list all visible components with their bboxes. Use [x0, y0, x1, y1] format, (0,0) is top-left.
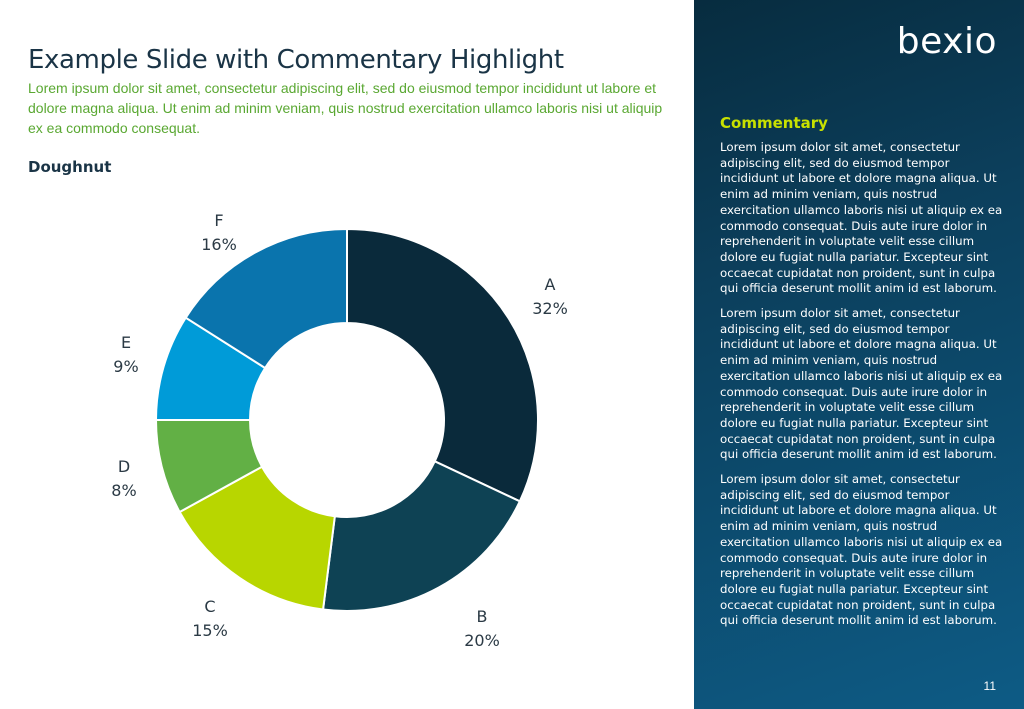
slide-title: Example Slide with Commentary Highlight — [28, 45, 564, 75]
slice-value-label-e: 9% — [113, 357, 138, 376]
doughnut-chart: A 32% B 20% C 15% D 8% E 9% F 16% — [0, 180, 690, 650]
slice-value-label-f: 16% — [201, 235, 237, 254]
doughnut-chart-svg: A 32% B 20% C 15% D 8% E 9% F 16% — [111, 211, 568, 650]
slice-label-c: C — [204, 597, 215, 616]
commentary-paragraph: Lorem ipsum dolor sit amet, consectetur … — [720, 472, 1003, 628]
doughnut-slice-b — [321, 459, 522, 612]
slice-value-label-a: 32% — [532, 299, 568, 318]
chart-heading: Doughnut — [28, 158, 112, 176]
slice-label-e: E — [121, 333, 131, 352]
page-number: 11 — [983, 679, 996, 693]
slice-label-a: A — [545, 275, 556, 294]
commentary-body: Lorem ipsum dolor sit amet, consectetur … — [720, 140, 1010, 638]
slice-label-d: D — [118, 457, 130, 476]
doughnut-slice-a — [346, 227, 539, 503]
slide-subtitle: Lorem ipsum dolor sit amet, consectetur … — [28, 80, 663, 136]
commentary-paragraph: Lorem ipsum dolor sit amet, consectetur … — [720, 140, 1003, 296]
slice-label-f: F — [214, 211, 223, 230]
doughnut-slice-f — [184, 227, 348, 370]
slice-value-label-b: 20% — [464, 631, 500, 650]
commentary-panel: bexio Commentary Lorem ipsum dolor sit a… — [694, 0, 1024, 709]
commentary-paragraph: Lorem ipsum dolor sit amet, consectetur … — [720, 306, 1003, 462]
bexio-logo: bexio — [896, 21, 997, 62]
slice-value-label-d: 8% — [111, 481, 136, 500]
slice-value-label-c: 15% — [192, 621, 228, 640]
slice-label-b: B — [477, 607, 488, 626]
commentary-heading: Commentary — [720, 114, 828, 132]
